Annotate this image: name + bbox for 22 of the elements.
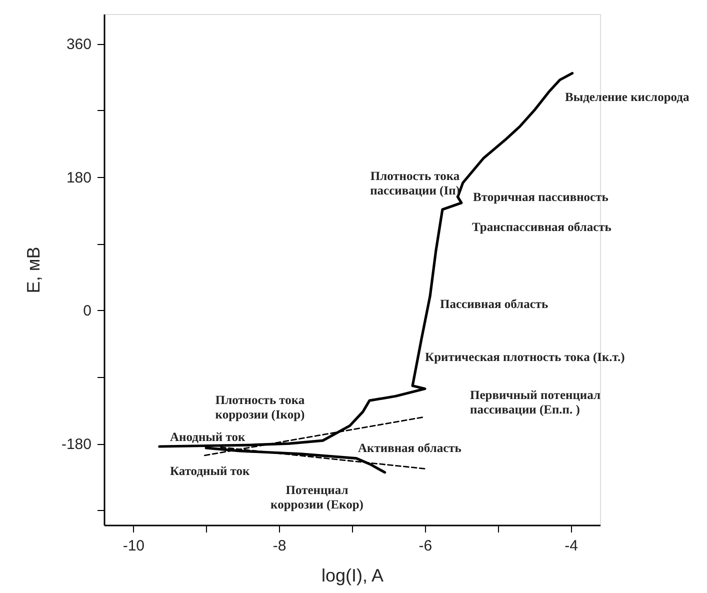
y-axis-title: E, мВ	[23, 246, 44, 294]
x-tick-label: -8	[272, 538, 286, 554]
annotation: Потенциал коррозии (Екор)	[270, 483, 364, 512]
annotation: Плотность тока пассивации (Iп)	[370, 169, 460, 198]
annotation: Транспассивная область	[472, 220, 612, 234]
annotation: Критическая плотность тока (Iк.т.)	[425, 350, 625, 364]
y-tick-label: 0	[83, 302, 92, 320]
annotation: Активная область	[358, 441, 462, 455]
annotation: Анодный ток	[170, 430, 246, 444]
x-tick-label: -10	[122, 538, 145, 554]
annotation: Плотность тока коррозии (Iкор)	[215, 393, 306, 422]
y-tick-label: 180	[66, 169, 92, 186]
annotation: Вторичная пассивность	[473, 190, 609, 204]
y-tick-label: -180	[61, 436, 92, 454]
annotation: Первичный потенциал пассивации (Еп.п. )	[470, 388, 600, 416]
annotation: Выделение кислорода	[565, 90, 690, 104]
y-tick-label: 360	[66, 36, 92, 54]
annotation: Катодный ток	[170, 464, 251, 478]
annotation: Пассивная область	[440, 297, 548, 311]
x-tick-label: -6	[418, 538, 432, 554]
x-axis-title: log(I), A	[321, 566, 384, 586]
x-tick-label: -4	[564, 538, 578, 554]
